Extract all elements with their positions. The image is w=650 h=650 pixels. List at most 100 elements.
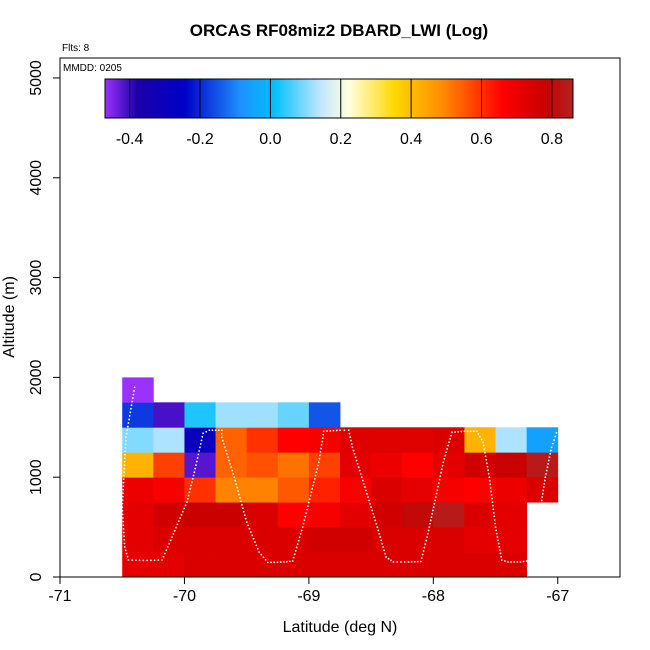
flight-track-point xyxy=(238,493,240,496)
flight-track-point xyxy=(231,469,234,472)
x-axis: -71 -70 -69 -68 -67 xyxy=(48,577,569,605)
flight-track-point xyxy=(127,559,130,561)
flight-track-point xyxy=(431,512,434,515)
flight-track-point xyxy=(291,560,294,562)
heatmap-cell xyxy=(122,427,154,453)
flight-track-point xyxy=(381,542,384,545)
flight-track-point xyxy=(188,491,191,494)
flight-track-point xyxy=(429,519,432,522)
flight-track-point xyxy=(466,430,469,433)
flight-track-point xyxy=(142,559,145,562)
flight-track-point xyxy=(189,487,192,490)
heatmap-cell xyxy=(277,527,310,553)
heatmap-cell xyxy=(184,402,216,428)
flight-track-point xyxy=(416,560,419,563)
heatmap-cell xyxy=(122,402,154,428)
flight-track-point xyxy=(169,539,172,542)
flight-track-point xyxy=(450,434,452,437)
flight-track-point xyxy=(163,552,166,555)
flight-track-point xyxy=(479,435,481,438)
flight-track-point xyxy=(303,519,306,522)
flight-track-point xyxy=(494,522,497,525)
heatmap-cell xyxy=(153,502,185,528)
flight-track-point xyxy=(440,471,442,474)
heatmap-cell xyxy=(526,452,559,478)
flight-track-point xyxy=(124,443,127,446)
flight-track-point xyxy=(348,432,351,435)
flight-track-point xyxy=(489,486,492,489)
flight-track-point xyxy=(531,559,534,561)
flight-track-point xyxy=(351,446,354,449)
flight-track-point xyxy=(299,532,302,535)
flight-track-point xyxy=(421,553,424,556)
heatmap-cell xyxy=(464,452,496,478)
flight-track-point xyxy=(252,537,255,540)
flight-track-point xyxy=(423,546,426,549)
flight-track-point xyxy=(495,529,498,532)
heatmap-cell xyxy=(122,452,154,478)
flight-track-point xyxy=(441,464,444,467)
heatmap-cell xyxy=(433,477,465,503)
flight-track-point xyxy=(312,484,314,487)
flight-track-point xyxy=(454,431,457,433)
flight-track-point xyxy=(549,453,552,455)
flight-track-point xyxy=(329,429,332,432)
heatmap-cell xyxy=(215,477,248,503)
heatmap-cell xyxy=(277,427,310,453)
flight-track-point xyxy=(491,497,493,500)
flight-track-point xyxy=(122,478,125,481)
flight-track-point xyxy=(540,502,543,505)
flight-track-point xyxy=(376,526,379,528)
colorbar-tick-label: 0.0 xyxy=(259,131,281,148)
flight-track-point xyxy=(546,466,549,469)
flight-track-point xyxy=(197,453,200,456)
flight-track-point xyxy=(186,501,188,504)
flight-track-point xyxy=(124,450,127,453)
flight-track-point xyxy=(500,555,503,558)
heatmap-cell xyxy=(371,527,403,553)
flight-track-point xyxy=(385,556,387,558)
flight-track-point xyxy=(123,546,126,548)
flight-track-point xyxy=(321,437,324,440)
flight-track-point xyxy=(124,453,126,456)
heatmap-cell xyxy=(340,552,372,578)
flight-track-point xyxy=(534,544,536,547)
flight-track-point xyxy=(296,543,299,545)
flight-track-point xyxy=(273,561,276,564)
flight-track-point xyxy=(460,430,463,433)
flight-track-point xyxy=(443,457,446,460)
flight-track-point xyxy=(449,438,451,440)
flight-track-point xyxy=(353,453,356,455)
flight-track-point xyxy=(199,446,201,449)
flight-track-point xyxy=(233,476,236,479)
flight-track-point xyxy=(121,506,124,509)
flight-track-point xyxy=(168,542,171,545)
flight-track-point xyxy=(543,479,546,482)
heatmap-cell xyxy=(464,552,496,578)
flight-track-point xyxy=(123,460,126,463)
heatmap-cell xyxy=(246,477,279,503)
flight-track-point xyxy=(313,477,316,480)
colorbar xyxy=(104,78,574,119)
flight-track-point xyxy=(499,549,501,552)
flight-track-point xyxy=(396,561,399,563)
heatmap-cell xyxy=(340,502,372,528)
flight-track-point xyxy=(392,561,395,563)
flight-track-point xyxy=(370,506,373,509)
y-tick-label: 3000 xyxy=(28,260,45,296)
heatmap-cells xyxy=(122,377,559,578)
flight-track-point xyxy=(171,536,173,538)
flight-track-point xyxy=(536,530,538,533)
heatmap-cell xyxy=(402,552,434,578)
heatmap-cell xyxy=(340,477,372,503)
flight-track-point xyxy=(122,481,125,484)
y-axis: 0 1000 2000 3000 4000 5000 xyxy=(28,60,60,581)
flight-track-point xyxy=(194,467,197,470)
flight-track-point xyxy=(235,483,238,486)
flight-track-point xyxy=(499,552,502,555)
flight-track-point xyxy=(202,432,205,435)
flight-track-point xyxy=(175,526,177,529)
heatmap-cell xyxy=(246,527,279,553)
heatmap-cell xyxy=(277,402,310,428)
flight-track-point xyxy=(487,469,489,472)
